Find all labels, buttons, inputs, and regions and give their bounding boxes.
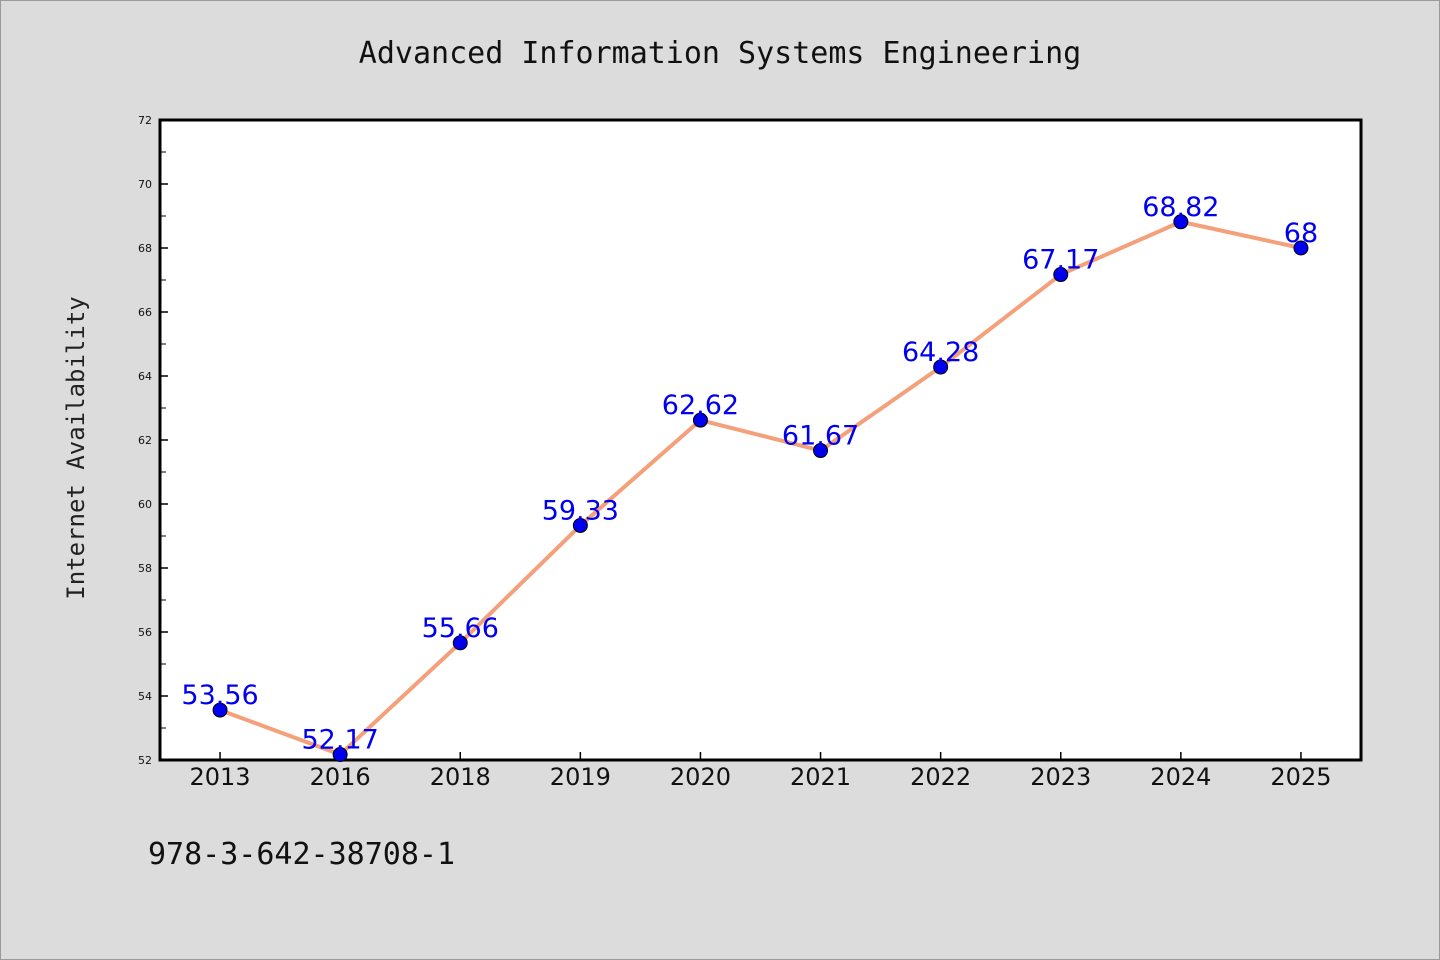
data-point (933, 359, 949, 375)
x-tick-label: 2019 (550, 763, 611, 791)
data-label: 61.67 (782, 421, 859, 452)
plot-area (158, 118, 1363, 762)
data-label: 55.66 (422, 613, 499, 644)
y-tick-label: 64 (138, 370, 152, 383)
data-point (692, 412, 708, 428)
data-label: 62.62 (662, 390, 739, 421)
data-label: 67.17 (1022, 245, 1099, 276)
data-point (1293, 240, 1309, 256)
isbn-footer: 978-3-642-38708-1 (148, 837, 455, 872)
y-tick-label: 62 (138, 434, 152, 447)
x-tick-label: 2025 (1270, 763, 1331, 791)
data-point (212, 702, 228, 718)
y-tick-label: 60 (138, 498, 152, 511)
data-label: 53.56 (181, 680, 258, 711)
y-tick-label: 56 (138, 626, 152, 639)
data-labels: 53.56 52.17 55.66 59.33 62.62 61.67 64.28 67.17… (181, 192, 1318, 756)
data-point (1173, 214, 1189, 230)
y-axis: 52 54 56 58 60 62 64 66 68 70 72 (138, 114, 168, 767)
data-point (332, 747, 348, 763)
x-tick-label: 2022 (910, 763, 971, 791)
series-line (219, 219, 1302, 757)
data-label: 52.17 (302, 725, 379, 756)
y-tick-label: 52 (138, 754, 152, 767)
y-tick-label: 66 (138, 306, 152, 319)
data-label: 68 (1284, 218, 1318, 249)
x-tick-label: 2016 (310, 763, 371, 791)
data-label: 59.33 (542, 495, 619, 526)
x-tick-label: 2024 (1150, 763, 1211, 791)
y-tick-label: 70 (138, 178, 152, 191)
data-markers (212, 214, 1309, 763)
y-tick-label: 58 (138, 562, 152, 575)
x-tick-label: 2020 (670, 763, 731, 791)
x-tick-label: 2021 (790, 763, 851, 791)
data-point (452, 635, 468, 651)
chart-title: Advanced Information Systems Engineering (359, 36, 1081, 71)
x-axis: 2013 2016 2018 2019 2020 2021 2022 2023 2024 2025 (190, 752, 1331, 791)
data-point (572, 517, 588, 533)
y-tick-label: 54 (138, 690, 152, 703)
x-tick-label: 2023 (1030, 763, 1091, 791)
data-label: 68.82 (1142, 192, 1219, 223)
data-point (813, 443, 829, 459)
y-tick-label: 68 (138, 242, 152, 255)
x-tick-label: 2018 (430, 763, 491, 791)
data-label: 64.28 (902, 337, 979, 368)
data-point (1053, 267, 1069, 283)
x-tick-label: 2013 (190, 763, 251, 791)
y-axis-label: Internet Availability (62, 296, 90, 599)
y-tick-label: 72 (138, 114, 152, 127)
